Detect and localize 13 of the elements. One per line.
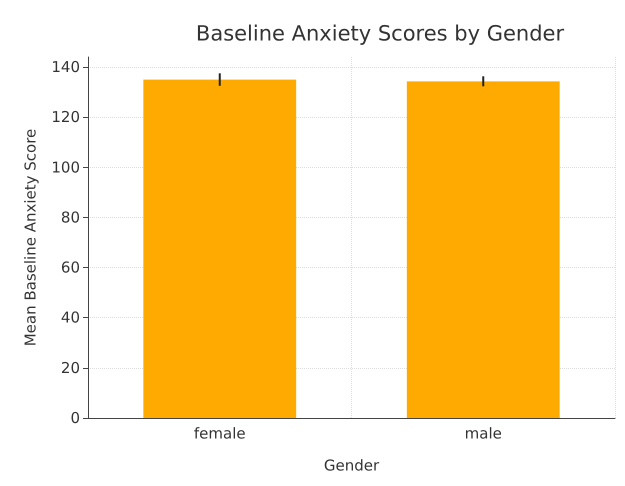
y-tick-label: 80: [60, 208, 80, 226]
y-axis-title: Mean Baseline Anxiety Score: [22, 128, 40, 346]
x-tick-label: male: [464, 424, 502, 442]
y-tick-label: 20: [60, 358, 80, 377]
y-tick-label: 40: [60, 308, 80, 327]
y-tick-label: 100: [51, 158, 80, 176]
x-axis-title: Gender: [324, 456, 380, 474]
x-tick-label: female: [194, 424, 246, 442]
y-tick-label: 60: [60, 258, 80, 277]
y-tick-label: 140: [51, 58, 80, 76]
y-tick-label: 0: [70, 409, 80, 427]
chart-title: Baseline Anxiety Scores by Gender: [196, 22, 564, 46]
y-tick-label: 120: [51, 108, 80, 126]
